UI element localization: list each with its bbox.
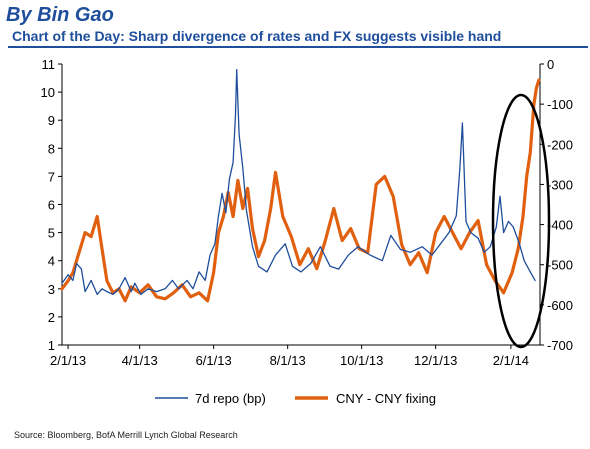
right-tick-label: -200 (547, 137, 573, 152)
x-axis-ticks: 2/1/13 4/1/13 6/1/13 8/1/13 10/1/13 12/1/13 2/… (50, 345, 529, 368)
x-tick-label: 10/1/13 (340, 353, 383, 368)
left-tick-label: 10 (41, 85, 55, 100)
series-line-7d-repo (61, 68, 536, 296)
plot-frame (61, 64, 541, 346)
x-tick-label: 4/1/13 (122, 353, 158, 368)
left-tick-label: 8 (48, 141, 55, 156)
right-tick-label: 0 (547, 57, 554, 72)
legend: 7d repo (bp) CNY - CNY fixing (155, 391, 436, 406)
x-tick-label: 2/1/14 (493, 353, 529, 368)
source-note: Source: Bloomberg, BofA Merrill Lynch Gl… (14, 430, 238, 440)
legend-label-repo: 7d repo (bp) (195, 391, 266, 406)
x-tick-label: 12/1/13 (414, 353, 457, 368)
right-tick-label: -500 (547, 258, 573, 273)
left-tick-label: 9 (48, 113, 55, 128)
x-tick-label: 6/1/13 (196, 353, 232, 368)
right-tick-label: -300 (547, 177, 573, 192)
x-tick-label: 8/1/13 (270, 353, 306, 368)
title-divider (8, 46, 588, 48)
left-tick-label: 7 (48, 169, 55, 184)
legend-label-cny: CNY - CNY fixing (336, 391, 436, 406)
byline: By Bin Gao (6, 4, 114, 26)
chart-title: Chart of the Day: Sharp divergence of ra… (12, 28, 502, 44)
right-tick-label: -600 (547, 298, 573, 313)
highlight-ellipse (491, 93, 551, 349)
left-tick-label: 11 (42, 57, 56, 72)
left-tick-label: 6 (48, 198, 55, 213)
right-tick-label: -700 (547, 338, 573, 353)
left-tick-label: 2 (48, 310, 55, 325)
right-axis-ticks: 0 -100 -200 -300 -400 -500 -600 -700 (540, 57, 573, 353)
right-tick-label: -400 (547, 218, 573, 233)
left-tick-label: 5 (48, 226, 55, 241)
x-tick-label: 2/1/13 (50, 353, 86, 368)
left-tick-label: 4 (48, 254, 55, 269)
left-tick-label: 1 (48, 338, 55, 353)
chart: 1 2 3 4 5 6 7 8 9 10 11 0 -100 -200 -300 -400 -500 -600 -… (41, 57, 574, 406)
left-axis-ticks: 1 2 3 4 5 6 7 8 9 10 11 (41, 57, 62, 353)
series-layer (60, 68, 541, 303)
right-tick-label: -100 (547, 97, 573, 112)
series-line-cny-fixing (60, 78, 541, 303)
left-tick-label: 3 (48, 282, 55, 297)
